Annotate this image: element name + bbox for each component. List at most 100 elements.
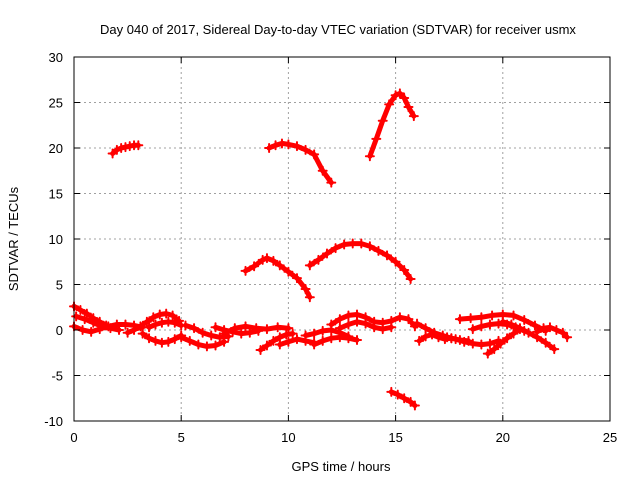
data-point xyxy=(304,292,315,303)
series-arc6 xyxy=(386,386,420,411)
data-point xyxy=(169,334,180,345)
series-arc1 xyxy=(107,140,144,159)
data-point xyxy=(107,148,118,159)
tick-labels: 0 5 10 15 20 25 -10 -5 0 5 10 15 20 25 30 xyxy=(44,50,617,445)
data-point xyxy=(429,327,440,338)
data-point xyxy=(79,314,90,325)
data-point xyxy=(268,255,279,266)
data-point xyxy=(163,336,174,347)
data-point xyxy=(141,316,152,327)
data-point xyxy=(347,238,358,249)
data-point xyxy=(229,323,240,334)
data-point xyxy=(210,340,221,351)
data-point xyxy=(364,151,375,162)
data-point xyxy=(508,328,519,339)
data-point xyxy=(300,284,311,295)
series-arc3 xyxy=(364,88,419,162)
data-point xyxy=(206,330,217,341)
series-arc13 xyxy=(176,332,230,352)
data-point xyxy=(326,177,337,188)
data-point xyxy=(144,333,155,344)
data-point xyxy=(386,322,397,333)
data-point xyxy=(283,323,294,334)
series-arc16 xyxy=(219,321,294,339)
data-point xyxy=(193,339,204,350)
data-point xyxy=(313,254,324,265)
data-point xyxy=(459,336,470,347)
data-point xyxy=(502,333,513,344)
series-arc30 xyxy=(532,322,573,343)
data-point xyxy=(334,314,345,325)
data-point xyxy=(129,325,140,335)
x-tick-label: 0 xyxy=(70,430,77,445)
data-point xyxy=(465,313,476,324)
data-point xyxy=(508,310,519,321)
data-point xyxy=(412,318,423,329)
data-point xyxy=(283,336,294,347)
y-tick-label: -10 xyxy=(44,414,63,429)
data-point xyxy=(150,319,161,330)
data-point xyxy=(219,328,230,339)
data-point xyxy=(384,99,395,110)
data-point xyxy=(309,339,320,350)
data-point xyxy=(201,341,212,352)
series-trace xyxy=(367,90,417,159)
y-tick-label: 30 xyxy=(49,50,63,65)
series-group xyxy=(69,88,573,411)
data-point xyxy=(309,149,320,160)
data-point xyxy=(326,319,337,330)
data-point xyxy=(519,314,530,325)
series-arc20 xyxy=(309,332,363,350)
series-arc22 xyxy=(334,316,397,335)
data-point xyxy=(274,260,285,271)
data-point xyxy=(386,386,397,397)
data-point xyxy=(236,328,247,339)
y-tick-label: 15 xyxy=(49,187,63,202)
data-point xyxy=(122,327,133,338)
data-point xyxy=(71,311,82,322)
y-tick-label: 25 xyxy=(49,96,63,111)
data-point xyxy=(326,333,337,344)
data-point xyxy=(467,338,478,349)
data-point xyxy=(189,323,200,334)
data-point xyxy=(283,139,294,150)
data-point xyxy=(180,320,191,331)
data-point xyxy=(272,322,283,333)
data-point xyxy=(240,321,251,332)
data-point xyxy=(476,321,487,332)
axis-ticks xyxy=(73,56,611,422)
data-point xyxy=(476,312,487,323)
x-tick-label: 10 xyxy=(281,430,295,445)
data-point xyxy=(137,328,148,339)
series-arc28 xyxy=(482,324,525,359)
y-tick-label: 0 xyxy=(56,323,63,338)
series-arc18 xyxy=(274,334,320,350)
y-tick-label: -5 xyxy=(51,369,63,384)
data-point xyxy=(390,256,401,267)
data-point xyxy=(551,325,562,335)
data-point xyxy=(270,140,281,151)
data-point xyxy=(489,344,500,355)
data-point xyxy=(352,316,363,327)
data-point xyxy=(497,316,508,327)
data-point xyxy=(529,320,540,331)
data-point xyxy=(321,248,332,259)
data-point xyxy=(210,322,221,333)
data-point xyxy=(343,333,354,344)
data-point xyxy=(484,319,495,330)
data-point xyxy=(291,141,302,152)
data-point xyxy=(133,140,144,151)
data-point xyxy=(144,322,155,333)
data-point xyxy=(544,322,555,333)
data-point xyxy=(184,335,195,346)
data-point xyxy=(484,338,495,349)
data-point xyxy=(240,265,251,276)
data-point xyxy=(304,260,315,271)
series-arc29 xyxy=(497,316,560,355)
data-point xyxy=(420,331,431,342)
data-point xyxy=(506,319,517,330)
data-point xyxy=(399,92,410,103)
data-point xyxy=(382,250,393,261)
series-trace xyxy=(266,140,334,186)
